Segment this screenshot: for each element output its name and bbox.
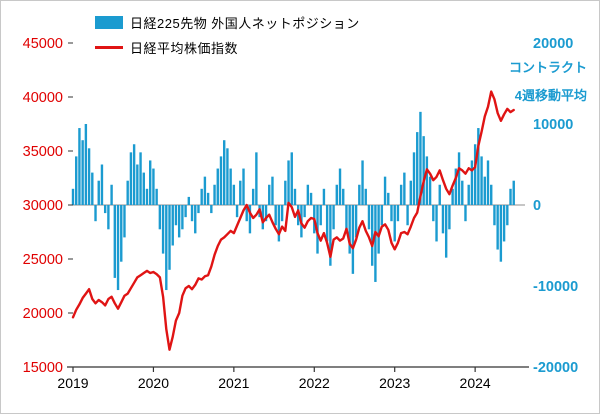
x-tick-label: 2023	[379, 375, 410, 391]
x-tick-label: 2024	[460, 375, 491, 391]
left-tick-label: 30000	[23, 198, 63, 214]
moving-average-label: 4週移動平均	[514, 88, 587, 103]
left-tick-label: 35000	[23, 144, 63, 160]
line-series-swatch	[95, 46, 123, 49]
x-tick-label: 2020	[138, 375, 169, 391]
left-tick-label: 15000	[23, 360, 63, 376]
left-tick-label: 25000	[23, 252, 63, 268]
left-axis-labels: 45000 40000 35000 30000 25000 20000 15000	[23, 36, 73, 376]
bars-series-net-position	[71, 111, 515, 291]
legend: 日経225先物 外国人ネットポジション 日経平均株価指数	[95, 13, 360, 57]
right-axis-labels: 20000 10000 0 -10000 -20000	[533, 36, 578, 376]
bar-series-swatch	[95, 16, 123, 29]
right-axis-unit-label: コントラクト	[508, 60, 587, 75]
legend-item-net-position: 日経225先物 外国人ネットポジション	[95, 13, 360, 32]
x-axis: 2019 2020 2021 2022 2023 2024	[57, 366, 529, 391]
line-series-nikkei-index	[71, 90, 515, 351]
x-tick-label: 2021	[218, 375, 249, 391]
left-tick-label: 40000	[23, 90, 63, 106]
left-tick-label: 20000	[23, 306, 63, 322]
left-tick-label: 45000	[23, 36, 63, 52]
right-tick-label: 20000	[533, 36, 573, 52]
bar-series-label: 日経225先物 外国人ネットポジション	[130, 16, 360, 31]
line-series-label: 日経平均株価指数	[130, 41, 239, 56]
x-tick-label: 2019	[57, 375, 88, 391]
x-tick-label: 2022	[299, 375, 330, 391]
right-tick-label: -10000	[533, 279, 578, 295]
right-tick-label: 0	[533, 198, 541, 214]
right-tick-label: 10000	[533, 117, 573, 133]
legend-item-nikkei-index: 日経平均株価指数	[95, 38, 360, 57]
right-tick-label: -20000	[533, 360, 578, 376]
